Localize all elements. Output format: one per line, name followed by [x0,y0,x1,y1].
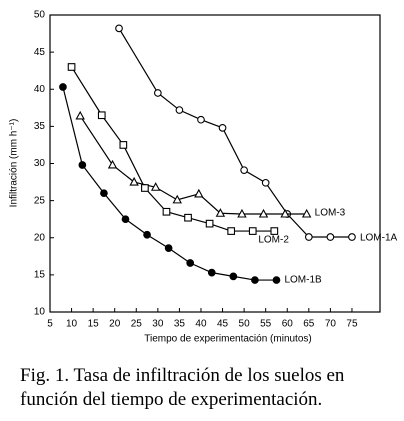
chart: Tiempo de experimentación (minutos) Infi… [9,10,398,345]
marker [172,194,182,204]
x-tick-label: 20 [109,319,121,330]
marker [153,89,162,97]
series-line [118,28,352,238]
marker [272,276,281,284]
series-label: LOM-1A [360,233,398,244]
y-tick-label: 35 [34,121,46,132]
marker [78,161,87,169]
marker [184,213,192,222]
marker [205,219,214,228]
marker [150,182,161,191]
marker [240,166,248,175]
marker [194,188,204,198]
y-tick-label: 25 [34,195,46,206]
marker [75,110,85,120]
marker [121,215,130,224]
marker [59,83,67,91]
y-axis-title: Infiltración (mm h⁻¹) [9,119,20,208]
marker [119,141,128,149]
marker [67,63,76,71]
marker [280,208,290,218]
marker [164,244,173,252]
marker [258,208,269,218]
y-tick-label: 45 [34,47,46,58]
marker [129,176,139,186]
marker [229,272,238,281]
marker [326,233,335,241]
marker [304,233,313,241]
marker [175,106,184,114]
marker [115,24,123,33]
x-tick-label: 55 [260,319,272,330]
marker [107,159,118,169]
series-label: LOM-3 [315,208,346,219]
x-tick-label: 15 [88,319,100,330]
marker [143,230,151,239]
marker [248,227,257,235]
x-tick-label: 70 [325,319,337,330]
y-tick-label: 20 [34,232,46,243]
marker [100,189,108,198]
marker [186,259,195,267]
marker [270,227,279,235]
y-tick-label: 10 [34,307,46,318]
marker [237,208,247,218]
x-tick-label: 50 [239,319,251,330]
marker [251,276,259,284]
caption: Fig. 1. Tasa de infiltración de los suel… [20,365,345,410]
marker [162,207,171,216]
x-tick-label: 75 [346,319,358,330]
marker [227,227,236,235]
y-tick-label: 40 [34,84,46,95]
marker [97,111,106,120]
x-tick-label: 5 [47,319,53,330]
marker [215,208,226,217]
y-tick-label: 30 [34,158,46,169]
y-tick-label: 50 [34,10,46,21]
x-tick-label: 65 [303,319,315,330]
x-tick-label: 10 [66,319,78,330]
x-tick-label: 25 [131,319,143,330]
marker [207,268,216,277]
marker [348,233,356,241]
x-tick-label: 30 [152,319,164,330]
y-tick-label: 15 [34,270,46,281]
x-tick-label: 40 [195,319,207,330]
marker [218,124,227,132]
plot-frame [49,14,381,313]
marker [141,184,149,192]
x-tick-label: 35 [174,319,186,330]
x-axis-title: Tiempo de experimentación (minutos) [144,334,311,345]
series-label: LOM-2 [258,235,289,246]
x-tick-label: 60 [282,319,294,330]
marker [197,115,205,124]
marker [301,208,312,218]
x-tick-label: 45 [217,319,229,330]
series-label: LOM-1B [284,275,322,286]
marker [261,178,270,187]
series-line [71,66,275,232]
